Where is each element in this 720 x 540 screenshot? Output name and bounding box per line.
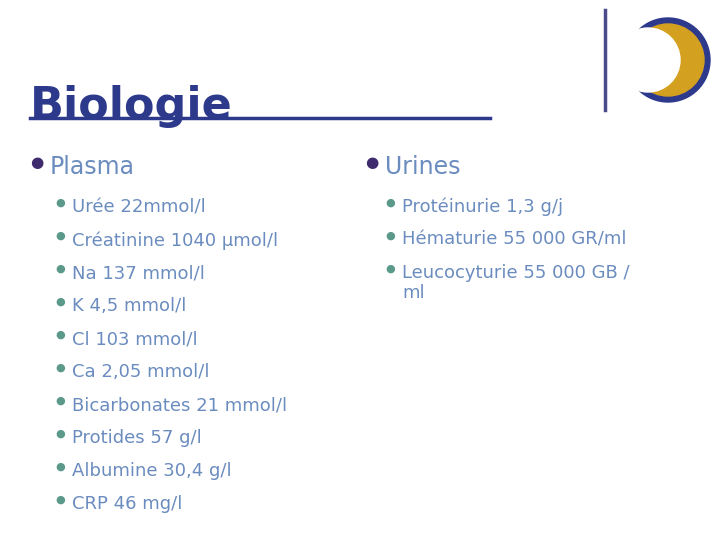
- Text: ●: ●: [55, 231, 65, 241]
- Text: Cl 103 mmol/l: Cl 103 mmol/l: [72, 330, 197, 348]
- Text: Albumine 30,4 g/l: Albumine 30,4 g/l: [72, 462, 232, 480]
- Text: ●: ●: [55, 363, 65, 373]
- Text: Hématurie 55 000 GR/ml: Hématurie 55 000 GR/ml: [402, 231, 626, 249]
- Text: ●: ●: [55, 198, 65, 208]
- Text: Plasma: Plasma: [50, 155, 135, 179]
- Text: Bicarbonates 21 mmol/l: Bicarbonates 21 mmol/l: [72, 396, 287, 414]
- Text: ml: ml: [402, 284, 425, 302]
- Text: ●: ●: [365, 155, 378, 170]
- Text: Ca 2,05 mmol/l: Ca 2,05 mmol/l: [72, 363, 210, 381]
- Text: K 4,5 mmol/l: K 4,5 mmol/l: [72, 297, 186, 315]
- Text: ●: ●: [55, 396, 65, 406]
- Text: Biologie: Biologie: [30, 85, 233, 128]
- Circle shape: [626, 18, 710, 102]
- Text: ●: ●: [55, 264, 65, 274]
- Text: ●: ●: [385, 264, 395, 274]
- Circle shape: [616, 28, 680, 92]
- Text: Protéinurie 1,3 g/j: Protéinurie 1,3 g/j: [402, 198, 563, 217]
- Text: CRP 46 mg/l: CRP 46 mg/l: [72, 495, 182, 513]
- Text: Urines: Urines: [385, 155, 461, 179]
- Text: ●: ●: [55, 462, 65, 472]
- Text: ●: ●: [55, 330, 65, 340]
- Text: Na 137 mmol/l: Na 137 mmol/l: [72, 264, 205, 282]
- Text: ●: ●: [385, 198, 395, 208]
- Text: ●: ●: [55, 297, 65, 307]
- Circle shape: [632, 24, 704, 96]
- Text: ●: ●: [55, 429, 65, 439]
- Text: ●: ●: [30, 155, 43, 170]
- Text: Protides 57 g/l: Protides 57 g/l: [72, 429, 202, 447]
- Text: ●: ●: [55, 495, 65, 505]
- Text: Leucocyturie 55 000 GB /: Leucocyturie 55 000 GB /: [402, 264, 629, 282]
- Text: Urée 22mmol/l: Urée 22mmol/l: [72, 198, 206, 216]
- Text: Créatinine 1040 μmol/l: Créatinine 1040 μmol/l: [72, 231, 278, 249]
- Text: ●: ●: [385, 231, 395, 241]
